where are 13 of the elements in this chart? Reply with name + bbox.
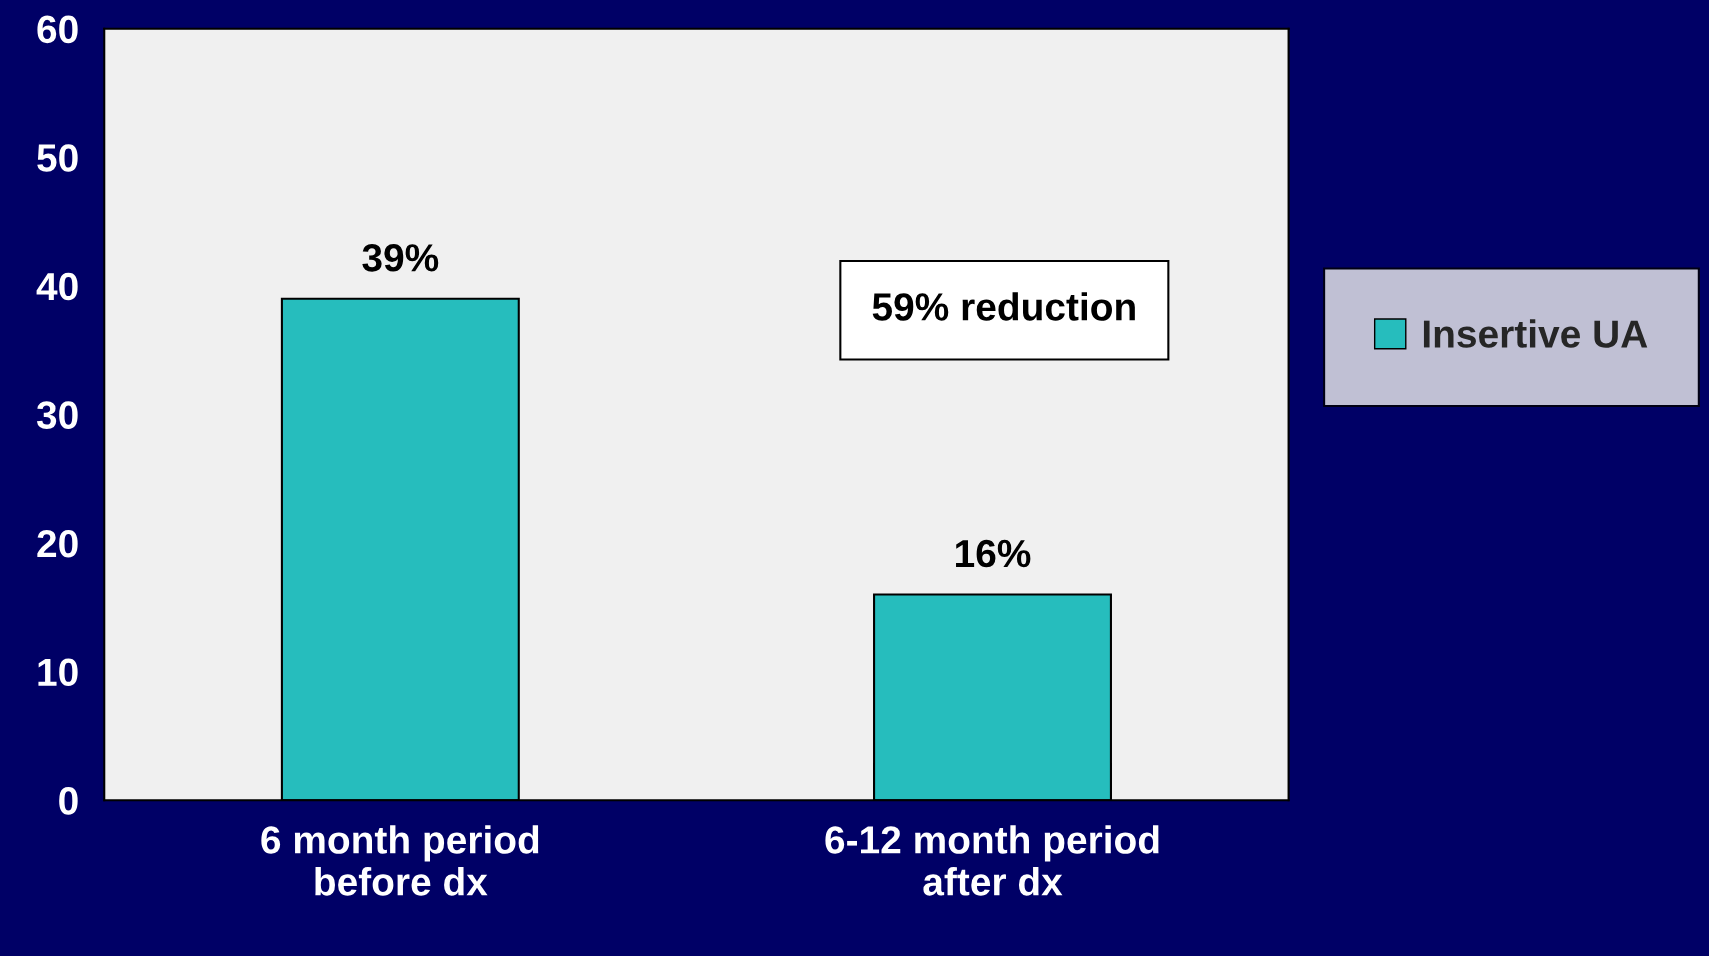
y-tick-label: 10 — [38, 658, 78, 687]
y-tick-label: 40 — [36, 272, 78, 301]
y-tick-label: 60 — [37, 15, 78, 44]
y-tick-label: 20 — [37, 529, 78, 558]
legend-label: Insertive UA — [1423, 319, 1648, 348]
y-tick-label: 50 — [37, 144, 78, 172]
annotation: 59% reduction — [872, 292, 1135, 321]
data-label: 39% — [362, 244, 439, 272]
data-label: 16% — [956, 539, 1031, 568]
x-tick-label: 6-12 month period after dx — [825, 825, 1159, 896]
y-tick-label: 30 — [36, 401, 78, 429]
x-tick-label: 6 month period before dx — [261, 825, 539, 896]
y-tick-label: 0 — [59, 787, 78, 815]
